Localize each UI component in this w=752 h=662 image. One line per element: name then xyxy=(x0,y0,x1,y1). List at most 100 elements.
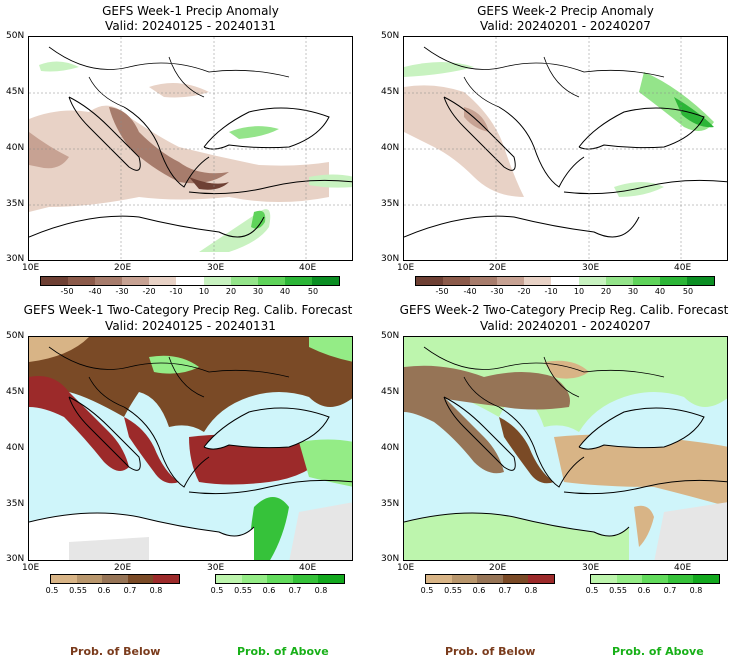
wet-anomaly-levant-core xyxy=(251,210,266,229)
prob-below-tick: 0.7 xyxy=(498,586,512,595)
anomaly-colorbar-right xyxy=(415,276,715,286)
anomaly-tick: -20 xyxy=(142,287,156,296)
panel3-probability-map xyxy=(28,336,353,561)
anomaly-tick: 30 xyxy=(627,287,639,296)
anatolia-south-coast xyxy=(188,179,352,195)
anomaly-color-swatch xyxy=(578,277,606,285)
wet-anomaly-anatolia xyxy=(229,126,279,139)
lat-label-50n: 50N xyxy=(381,331,400,341)
prob-below-swatch xyxy=(426,575,452,583)
black-sea-coastline xyxy=(578,107,705,150)
anomaly-tick: -10 xyxy=(544,287,558,296)
prob-above-tick: 0.8 xyxy=(314,586,328,595)
anomaly-tick: 40 xyxy=(654,287,666,296)
prob-below-tick: 0.8 xyxy=(149,586,163,595)
prob-above-northeast xyxy=(309,337,352,362)
lat-label-40n: 40N xyxy=(6,143,25,153)
anomaly-color-swatch xyxy=(149,277,177,285)
italy-coastline xyxy=(68,96,141,171)
prob-above-tick: 0.55 xyxy=(609,586,627,595)
prob-above-colorbar-left xyxy=(215,574,345,584)
wet-anomaly-caucasus-core xyxy=(674,97,714,128)
anatolia-south-coast xyxy=(563,479,727,495)
prob-above-tick: 0.5 xyxy=(210,586,224,595)
africa-coastline xyxy=(29,512,255,537)
anomaly-tick: 10 xyxy=(573,287,585,296)
prob-below-north xyxy=(29,337,352,432)
lon-label-30e: 30E xyxy=(207,263,225,273)
anomaly-color-swatch xyxy=(686,277,715,285)
anomaly-tick: 30 xyxy=(252,287,264,296)
lon-label-40e: 40E xyxy=(674,563,692,573)
prob-below-tick: 0.5 xyxy=(420,586,434,595)
prob-below-tick: 0.6 xyxy=(472,586,486,595)
panel2-map-svg xyxy=(404,37,727,260)
panel4-valid: Valid: 20240201 - 20240207 xyxy=(480,319,651,333)
lat-label-50n: 50N xyxy=(6,331,25,341)
prob-above-swatch xyxy=(318,575,344,583)
prob-below-colorbar-left xyxy=(50,574,180,584)
anomaly-tick: 50 xyxy=(307,287,319,296)
italy-coastline xyxy=(68,396,141,471)
prob-below-italy xyxy=(29,376,129,471)
africa-prob-above xyxy=(404,513,629,560)
panel1-anomaly-map xyxy=(28,36,353,261)
lat-label-45n: 45N xyxy=(381,87,400,97)
panel3-map-svg xyxy=(29,337,352,560)
italy-coastline xyxy=(443,396,516,471)
lon-label-30e: 30E xyxy=(582,563,600,573)
country-borders xyxy=(48,346,290,408)
black-sea-coastline xyxy=(203,107,330,150)
panel4-map-svg xyxy=(404,337,727,560)
prob-below-swatch xyxy=(451,575,478,583)
prob-below-label-left: Prob. of Below xyxy=(70,645,161,658)
prob-below-tick: 0.55 xyxy=(444,586,462,595)
panel4-title: GEFS Week-2 Two-Category Precip Reg. Cal… xyxy=(399,303,729,317)
prob-above-tick: 0.6 xyxy=(262,586,276,595)
lat-label-45n: 45N xyxy=(6,87,25,97)
lat-label-35n: 35N xyxy=(381,199,400,209)
balkan-coastline xyxy=(123,106,210,188)
dry-anomaly-area xyxy=(404,85,524,197)
prob-above-swatch xyxy=(591,575,617,583)
country-borders xyxy=(48,46,290,108)
prob-below-swatch xyxy=(127,575,154,583)
prob-above-tick: 0.55 xyxy=(234,586,252,595)
anomaly-color-swatch xyxy=(95,277,123,285)
lon-label-30e: 30E xyxy=(207,563,225,573)
anomaly-color-swatch xyxy=(605,277,633,285)
anomaly-tick: -40 xyxy=(463,287,477,296)
lat-label-30n: 30N xyxy=(6,254,25,264)
balkan-coastline xyxy=(123,406,210,488)
panel2-title: GEFS Week-2 Precip Anomaly xyxy=(477,4,654,18)
lat-label-30n: 30N xyxy=(381,254,400,264)
prob-above-label-right: Prob. of Above xyxy=(612,645,704,658)
prob-below-swatch xyxy=(153,575,179,583)
black-sea xyxy=(578,407,705,450)
black-sea xyxy=(203,407,330,450)
lat-label-35n: 35N xyxy=(6,499,25,509)
lon-label-30e: 30E xyxy=(582,263,600,273)
anomaly-color-swatch xyxy=(632,277,660,285)
anomaly-color-swatch xyxy=(524,277,552,285)
lat-label-30n: 30N xyxy=(6,554,25,564)
prob-below-tick: 0.55 xyxy=(69,586,87,595)
country-borders xyxy=(423,346,665,408)
prob-below-swatch xyxy=(76,575,103,583)
anomaly-color-swatch xyxy=(203,277,231,285)
anomaly-color-swatch xyxy=(68,277,96,285)
anomaly-color-swatch xyxy=(659,277,687,285)
lon-label-10e: 10E xyxy=(397,563,415,573)
arabia-no-data xyxy=(289,502,352,560)
prob-above-north xyxy=(404,337,727,432)
prob-above-tick: 0.7 xyxy=(663,586,677,595)
prob-above-patch xyxy=(149,355,199,374)
lat-label-35n: 35N xyxy=(6,199,25,209)
lat-label-30n: 30N xyxy=(381,554,400,564)
dry-anomaly-west xyxy=(29,132,69,169)
prob-above-tick: 0.5 xyxy=(585,586,599,595)
lon-label-10e: 10E xyxy=(22,563,40,573)
prob-below-italy xyxy=(404,381,504,474)
lat-label-50n: 50N xyxy=(381,31,400,41)
arabia-no-data xyxy=(654,502,727,560)
